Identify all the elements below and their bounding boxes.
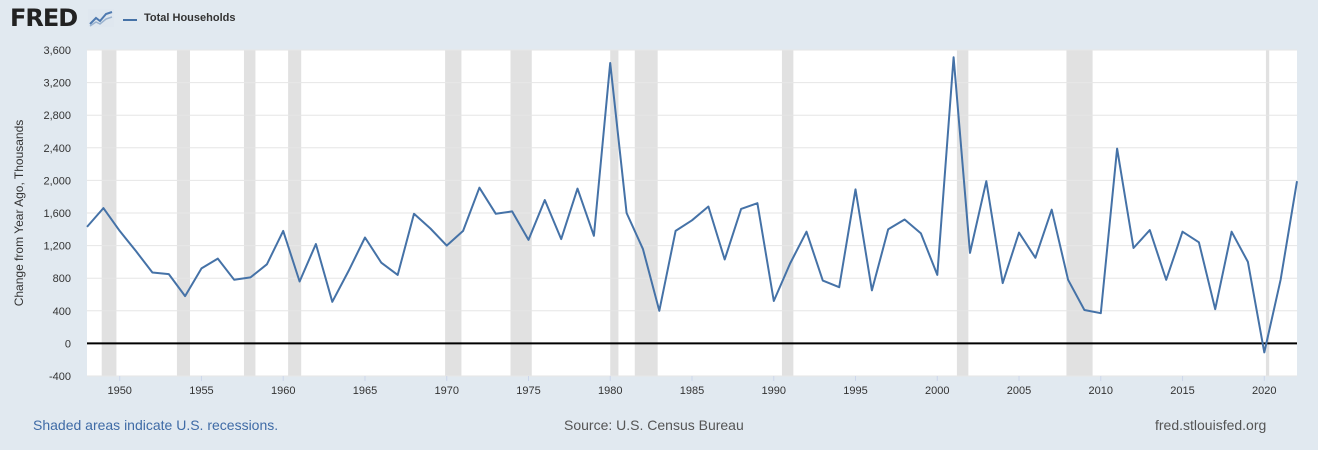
series-line <box>86 56 1298 354</box>
y-tick-label: 400 <box>53 306 71 318</box>
x-tick-label: 2015 <box>1170 385 1194 397</box>
x-tick-label: 1990 <box>762 385 786 397</box>
x-tick-label: 1970 <box>434 385 458 397</box>
y-tick-label: 1,600 <box>43 208 71 220</box>
chart-header: FRED Total Households <box>0 0 1318 40</box>
recession-note: Shaded areas indicate U.S. recessions. <box>33 417 279 433</box>
x-tick-label: 1955 <box>189 385 213 397</box>
source-text: Source: U.S. Census Bureau <box>564 417 744 433</box>
y-tick-label: 0 <box>65 338 71 350</box>
y-axis-label: Change from Year Ago, Thousands <box>12 120 26 307</box>
y-tick-label: 3,200 <box>43 78 71 90</box>
site-link[interactable]: fred.stlouisfed.org <box>1155 417 1267 433</box>
x-tick-label: 1950 <box>107 385 131 397</box>
y-tick-label: 2,000 <box>43 175 71 187</box>
x-tick-label: 1980 <box>598 385 622 397</box>
x-tick-label: 1960 <box>271 385 295 397</box>
x-tick-label: 1995 <box>843 385 867 397</box>
line-chart: -400 0 400 800 1,200 1,600 2,000 2,400 2,800 3,20… <box>12 45 1298 397</box>
y-tick-label: -400 <box>49 371 71 383</box>
x-tick-label: 2010 <box>1089 385 1113 397</box>
x-tick-label: 1975 <box>516 385 540 397</box>
y-tick-label: 2,400 <box>43 143 71 155</box>
y-tick-label: 2,800 <box>43 110 71 122</box>
x-tick-label: 1965 <box>353 385 377 397</box>
legend-swatch <box>123 19 137 21</box>
x-tick-label: 1985 <box>680 385 704 397</box>
x-tick-label: 2020 <box>1252 385 1276 397</box>
y-tick-label: 1,200 <box>43 241 71 253</box>
x-tick-label: 2000 <box>925 385 949 397</box>
fred-logo[interactable]: FRED <box>10 4 78 32</box>
y-tick-label: 3,600 <box>43 45 71 57</box>
chart-line-icon <box>88 9 114 27</box>
x-tick-label: 2005 <box>1007 385 1031 397</box>
y-tick-label: 800 <box>53 273 71 285</box>
legend-label: Total Households <box>144 12 236 24</box>
